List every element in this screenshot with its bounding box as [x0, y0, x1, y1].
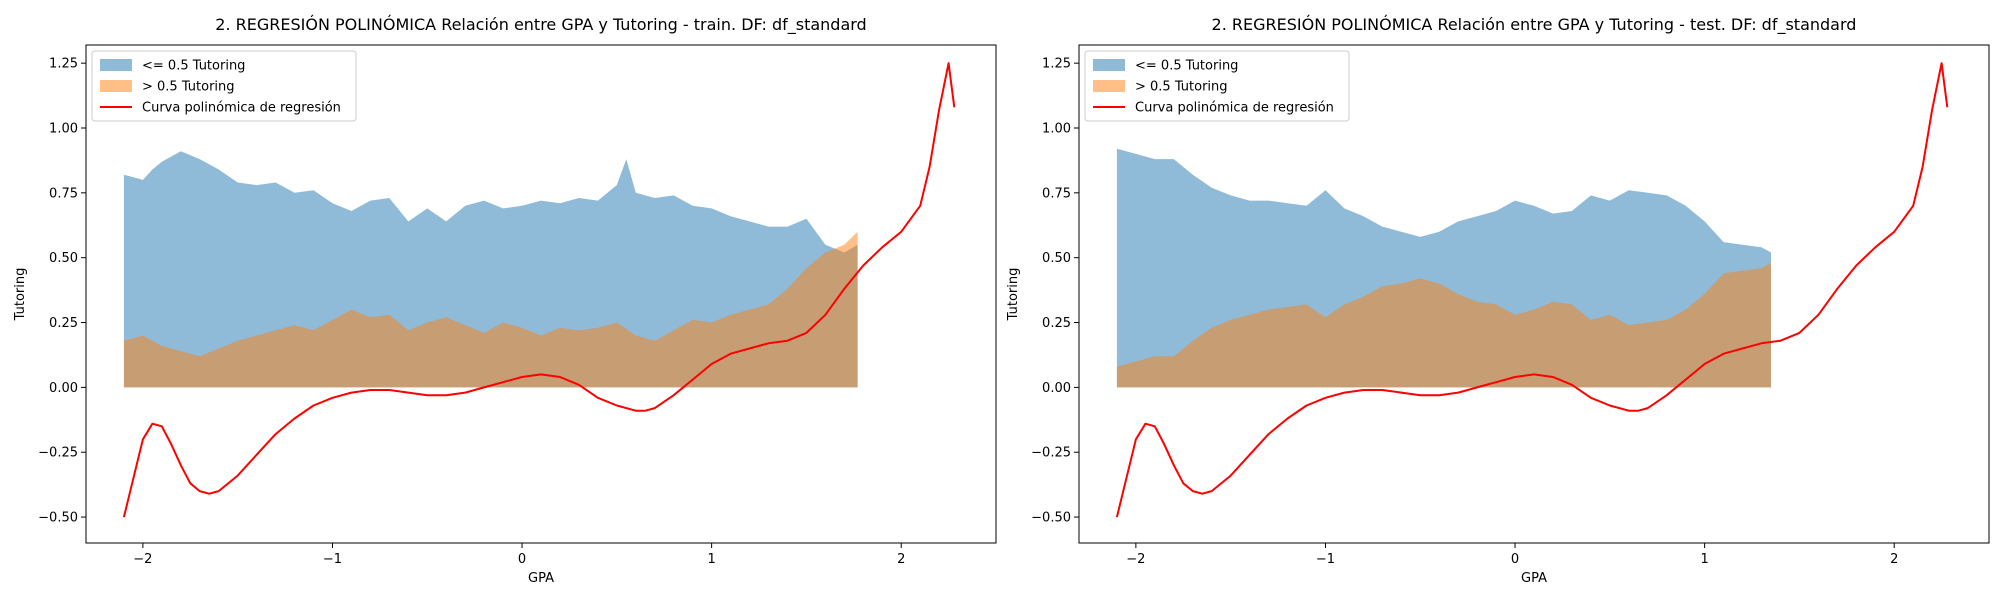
- y-tick-label: −0.50: [38, 511, 78, 526]
- chart-title: 2. REGRESIÓN POLINÓMICA Relación entre G…: [215, 15, 866, 35]
- y-tick-label: 1.25: [1042, 57, 1071, 72]
- plot-area: [1115, 62, 1949, 518]
- x-tick-label: 2: [1890, 552, 1898, 567]
- y-tick-label: 0.50: [1042, 251, 1071, 266]
- legend-swatch: [1093, 59, 1125, 71]
- legend-label: > 0.5 Tutoring: [142, 80, 235, 95]
- area-series-0: [123, 151, 858, 388]
- area-series-1: [123, 231, 858, 388]
- y-tick-label: 1.25: [49, 57, 78, 72]
- x-tick-label: −2: [133, 552, 152, 567]
- y-tick-label: 0.25: [1042, 316, 1071, 331]
- legend-label: <= 0.5 Tutoring: [142, 59, 245, 74]
- chart-panel-test: −2 −1 0 1 2 −0.50 −0.25 0.00 0.25 0.50 0.75 1.00 1.2…: [1006, 15, 1990, 586]
- y-tick-label: 1.00: [49, 122, 78, 137]
- y-tick-label: 0.00: [1042, 381, 1071, 396]
- x-axis-label: GPA: [528, 571, 554, 586]
- x-tick-label: −1: [323, 552, 342, 567]
- legend-box: [91, 50, 357, 122]
- y-tick-label: −0.25: [1031, 446, 1071, 461]
- legend-label: > 0.5 Tutoring: [1135, 80, 1228, 95]
- plot-frame: [1078, 44, 1990, 544]
- x-tick-label: 1: [1700, 552, 1708, 567]
- y-tick-label: 0.75: [49, 186, 78, 201]
- x-tick-label: −1: [1316, 552, 1335, 567]
- x-tick-label: −2: [1126, 552, 1145, 567]
- legend-label: Curva polinómica de regresión: [1135, 101, 1334, 116]
- legend-swatch: [1093, 80, 1125, 92]
- area-series-1: [1116, 262, 1771, 388]
- y-tick-label: 0.00: [49, 381, 78, 396]
- y-tick-label: −0.25: [38, 446, 78, 461]
- legend-box: [1084, 50, 1350, 122]
- y-tick-label: 0.75: [1042, 186, 1071, 201]
- legend-label: Curva polinómica de regresión: [142, 101, 341, 116]
- regression-curve: [1115, 62, 1949, 518]
- x-tick-label: 1: [707, 552, 715, 567]
- y-tick-label: 1.00: [1042, 122, 1071, 137]
- plot-frame: [85, 44, 997, 544]
- legend: <= 0.5 Tutoring > 0.5 Tutoring Curva polin…: [91, 50, 357, 122]
- legend: <= 0.5 Tutoring > 0.5 Tutoring Curva polin…: [1084, 50, 1350, 122]
- legend-swatch: [100, 80, 132, 92]
- chart-panel-train: −2 −1 0 1 2 −0.50 −0.25 0.00 0.25 0.50 0.75 1.00 1.2…: [13, 15, 997, 586]
- x-axis-label: GPA: [1521, 571, 1547, 586]
- y-axis-label: Tutoring: [13, 268, 28, 322]
- plot-area: [122, 62, 956, 518]
- chart-title: 2. REGRESIÓN POLINÓMICA Relación entre G…: [1212, 15, 1857, 35]
- legend-swatch: [100, 59, 132, 71]
- regression-curve: [122, 62, 956, 518]
- y-axis-label: Tutoring: [1006, 268, 1021, 322]
- y-tick-label: 0.25: [49, 316, 78, 331]
- legend-label: <= 0.5 Tutoring: [1135, 59, 1238, 74]
- y-tick-label: 0.50: [49, 251, 78, 266]
- x-tick-label: 0: [1511, 552, 1519, 567]
- x-tick-label: 2: [897, 552, 905, 567]
- x-tick-label: 0: [518, 552, 526, 567]
- y-tick-label: −0.50: [1031, 511, 1071, 526]
